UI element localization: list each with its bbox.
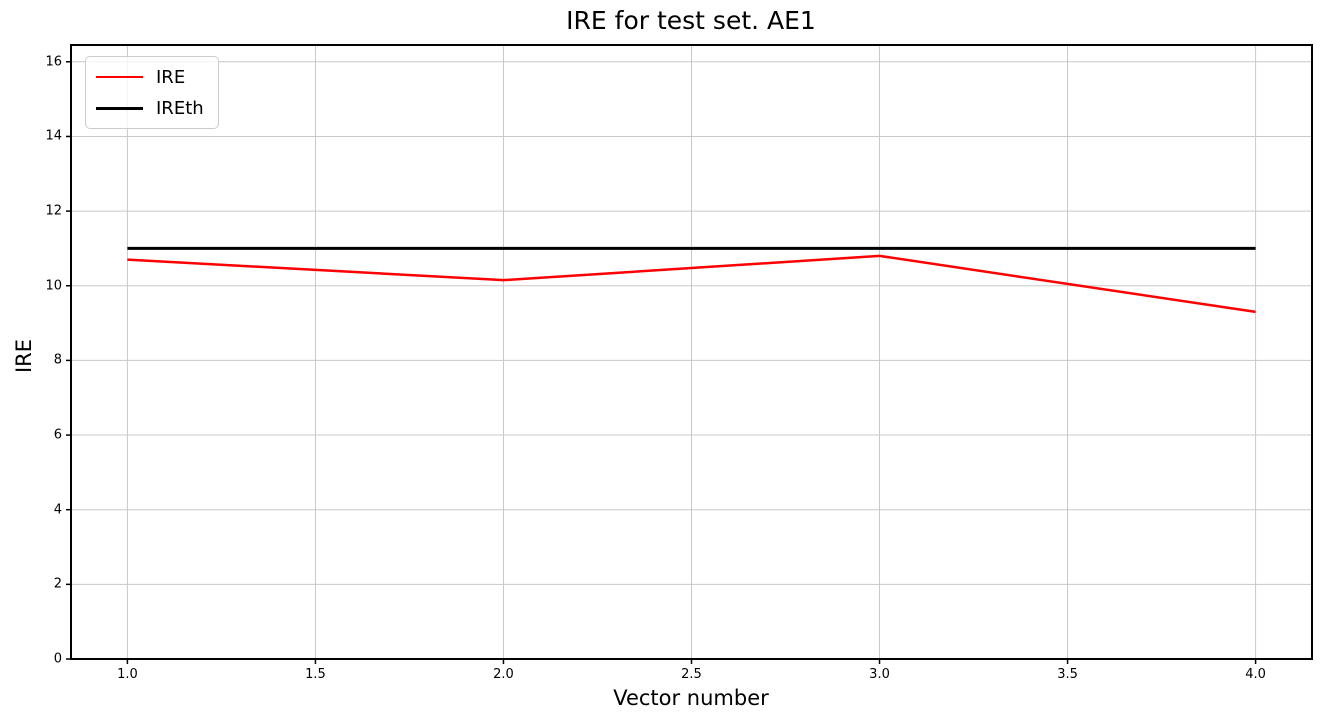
- x-axis-label: Vector number: [613, 686, 769, 710]
- y-tick-label: 0: [53, 651, 62, 667]
- plot-canvas: [66, 44, 1313, 664]
- series-line-ire: [127, 254, 1256, 314]
- y-tick-label: 14: [45, 128, 62, 144]
- x-tick-label: 3.5: [1057, 667, 1078, 682]
- y-axis-label: IRE: [12, 338, 36, 374]
- y-tick-label: 4: [53, 502, 62, 518]
- plot-area: IRE IREth: [66, 44, 1313, 664]
- x-tick-label: 4.0: [1245, 667, 1266, 682]
- x-tick-label: 1.5: [305, 667, 326, 682]
- x-tick-label: 1.0: [117, 667, 138, 682]
- ireth-line-swatch: [96, 106, 143, 110]
- legend-label-ire: IRE: [156, 66, 186, 88]
- y-tick-label: 2: [53, 576, 62, 592]
- ire-line-swatch: [96, 75, 143, 79]
- legend-label-ireth: IREth: [156, 97, 204, 119]
- y-tick-label: 12: [45, 203, 62, 219]
- x-tick-label: 2.5: [681, 667, 702, 682]
- x-tick-label: 3.0: [869, 667, 890, 682]
- legend-entry-ireth: IREth: [96, 95, 204, 121]
- y-tick-label: 10: [45, 278, 62, 294]
- y-tick-label: 6: [53, 427, 62, 443]
- x-tick-label: 2.0: [493, 667, 514, 682]
- y-tick-label: 16: [45, 54, 62, 70]
- legend: IRE IREth: [85, 56, 219, 129]
- y-tick-label: 8: [53, 352, 62, 368]
- legend-entry-ire: IRE: [96, 64, 204, 90]
- chart-title: IRE for test set. AE1: [566, 6, 816, 35]
